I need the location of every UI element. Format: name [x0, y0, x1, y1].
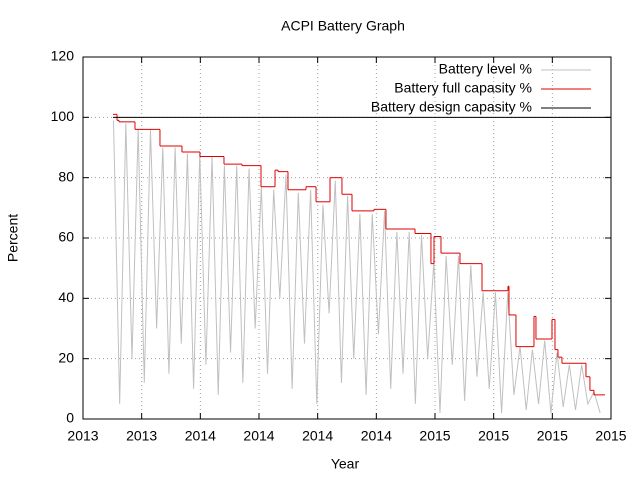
series-line — [113, 120, 601, 414]
y-tick-label: 20 — [58, 349, 74, 365]
x-axis-label: Year — [331, 456, 360, 472]
x-tick-label: 2015 — [595, 428, 626, 444]
y-axis-label: Percent — [5, 214, 21, 262]
y-tick-label: 80 — [58, 168, 74, 184]
x-tick-label: 2014 — [185, 428, 216, 444]
legend-label: Battery design capasity % — [371, 99, 532, 115]
x-tick-label: 2013 — [126, 428, 157, 444]
x-tick-label: 2014 — [361, 428, 392, 444]
y-tick-label: 0 — [66, 410, 74, 426]
x-tick-label: 2015 — [537, 428, 568, 444]
chart-title: ACPI Battery Graph — [281, 18, 405, 34]
x-tick-label: 2014 — [243, 428, 274, 444]
x-tick-label: 2013 — [67, 428, 98, 444]
x-tick-label: 2015 — [419, 428, 450, 444]
y-tick-label: 120 — [51, 48, 75, 64]
x-tick-label: 2015 — [478, 428, 509, 444]
plot-border — [82, 56, 612, 420]
legend-label: Battery level % — [439, 61, 532, 77]
y-tick-label: 100 — [51, 108, 75, 124]
legend-label: Battery full capasity % — [394, 80, 532, 96]
x-tick-label: 2014 — [302, 428, 333, 444]
y-tick-label: 40 — [58, 289, 74, 305]
y-tick-label: 60 — [58, 229, 74, 245]
